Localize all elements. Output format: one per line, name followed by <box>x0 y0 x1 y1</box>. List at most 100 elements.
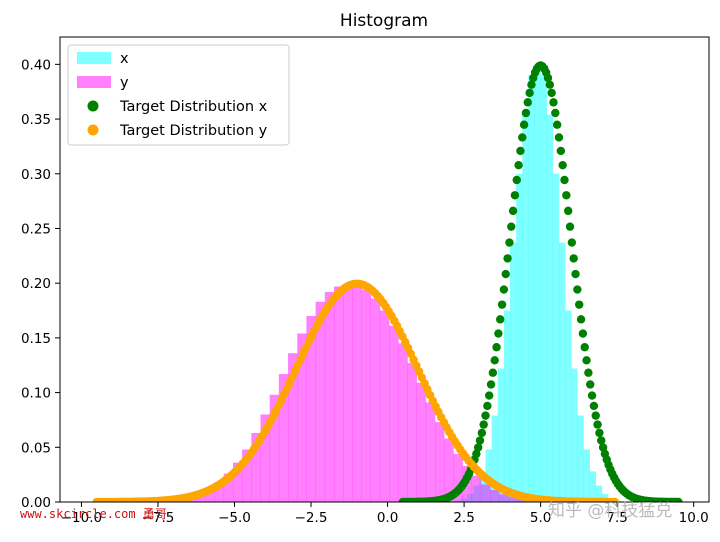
histogram-bar-y <box>490 490 499 502</box>
target-point <box>547 89 555 97</box>
legend-marker-target-distribution-x <box>88 101 99 112</box>
y-tick-label: 0.05 <box>21 440 51 456</box>
target-point <box>496 315 504 323</box>
histogram-bar-x <box>504 311 510 502</box>
target-point <box>581 343 589 351</box>
target-point <box>479 420 487 428</box>
target-point <box>564 207 572 215</box>
histogram-bar-x <box>571 369 577 502</box>
target-point <box>476 436 484 444</box>
histogram-bar-y <box>352 288 361 502</box>
target-point <box>546 81 554 89</box>
histogram-bar-y <box>362 290 371 502</box>
histogram-bar-y <box>435 422 444 502</box>
x-tick-label: 2.5 <box>453 510 474 526</box>
x-tick-label: −5.0 <box>218 510 251 526</box>
target-point <box>494 329 502 337</box>
histogram-bar-y <box>325 292 334 502</box>
watermark-left: www.skcircle.com 勇哥 <box>20 505 167 522</box>
target-point <box>503 254 511 262</box>
target-point <box>514 161 522 169</box>
legend-label: x <box>120 51 129 67</box>
target-point <box>478 429 486 437</box>
histogram-bar-x <box>559 243 565 502</box>
histogram-bar-x <box>535 64 541 502</box>
legend-swatch-y <box>77 76 111 88</box>
target-point <box>560 176 568 184</box>
histogram-bar-y <box>481 484 490 502</box>
target-point <box>511 191 519 199</box>
histogram-bar-x <box>577 416 583 502</box>
legend: xy Target Distribution x Target Distributi… <box>68 45 289 145</box>
histogram-bar-y <box>380 311 389 502</box>
x-tick-label: 10.0 <box>679 510 709 526</box>
y-tick-label: 0.20 <box>21 276 51 292</box>
legend-marker-target-distribution-y <box>88 125 99 136</box>
target-point <box>551 109 559 117</box>
target-point <box>518 133 526 141</box>
target-point <box>500 285 508 293</box>
target-point <box>516 147 524 155</box>
legend-label: Target Distribution y <box>119 123 268 139</box>
target-point <box>568 238 576 246</box>
histogram-bar-x <box>528 75 534 502</box>
y-tick-label: 0.30 <box>21 167 51 183</box>
target-point <box>513 176 521 184</box>
histogram-bar-x <box>516 174 522 502</box>
target-point <box>588 391 596 399</box>
target-point <box>592 411 600 419</box>
histogram-bar-y <box>343 285 352 502</box>
histogram-bar-x <box>583 449 589 502</box>
legend-label: y <box>120 75 129 91</box>
histogram-bar-y <box>371 298 380 502</box>
target-point <box>525 89 533 97</box>
x-tick-label: −2.5 <box>295 510 328 526</box>
legend-swatch-x <box>77 52 111 64</box>
target-point <box>573 285 581 293</box>
target-point <box>595 429 603 437</box>
histogram-bar-y <box>389 326 398 502</box>
target-point <box>507 222 515 230</box>
legend-label: Target Distribution x <box>119 99 268 115</box>
target-point <box>481 411 489 419</box>
watermark-right: 知乎 @科技猛兑 <box>548 496 672 521</box>
y-tick-label: 0.35 <box>21 112 51 128</box>
histogram-bar-y <box>472 476 481 502</box>
histogram-bar-x <box>553 174 559 502</box>
histogram-bar-x <box>547 115 553 502</box>
target-point <box>502 270 510 278</box>
target-point <box>557 147 565 155</box>
histogram-bar-x <box>565 311 571 502</box>
target-point <box>575 300 583 308</box>
target-point <box>582 356 590 364</box>
target-point <box>555 133 563 141</box>
y-tick-label: 0.10 <box>21 386 51 402</box>
histogram-bar-y <box>417 383 426 502</box>
target-point <box>522 109 530 117</box>
histogram-bar-x <box>522 115 528 502</box>
y-tick-label: 0.40 <box>21 57 51 73</box>
target-point <box>491 356 499 364</box>
target-point <box>569 254 577 262</box>
target-point <box>520 121 528 129</box>
histogram-bar-y <box>407 363 416 502</box>
target-point <box>485 391 493 399</box>
y-tick-label: 0.25 <box>21 221 51 237</box>
target-point <box>505 238 513 246</box>
target-point <box>584 369 592 377</box>
target-point <box>593 420 601 428</box>
histogram-bar-y <box>334 286 343 502</box>
target-point <box>492 343 500 351</box>
target-point <box>566 222 574 230</box>
target-point <box>483 402 491 410</box>
target-point <box>489 369 497 377</box>
y-tick-label: 0.15 <box>21 331 51 347</box>
histogram-bar-y <box>426 402 435 502</box>
target-point <box>509 207 517 215</box>
target-point <box>549 98 557 106</box>
histogram-bar-x <box>541 75 547 502</box>
target-point <box>558 161 566 169</box>
target-point <box>487 380 495 388</box>
